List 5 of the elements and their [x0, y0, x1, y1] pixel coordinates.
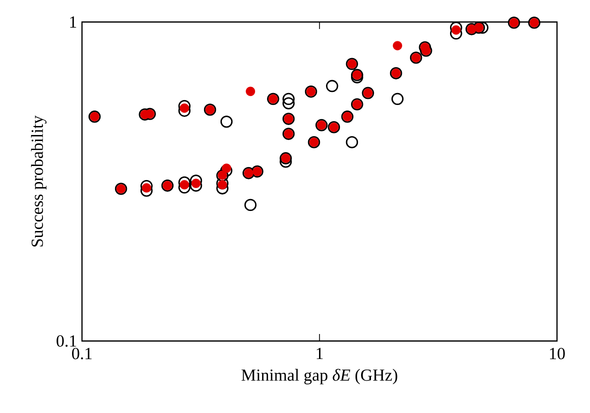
x-tick-label: 1 — [316, 348, 323, 360]
x-tick-label: 10 — [550, 348, 565, 360]
x-tick-label: 0.1 — [72, 348, 92, 360]
x-axis-title: Minimal gap δE (GHz) — [242, 368, 398, 384]
y-axis-title: Success probability — [31, 115, 46, 246]
